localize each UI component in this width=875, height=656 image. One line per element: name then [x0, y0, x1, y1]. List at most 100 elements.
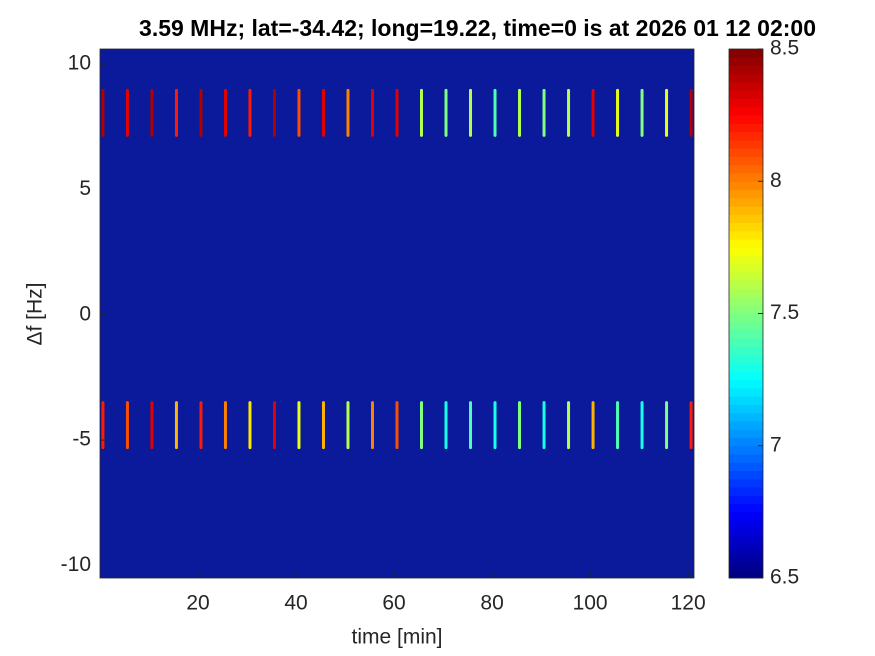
plot-background	[100, 49, 694, 578]
cell	[370, 401, 374, 450]
chart-title: 3.59 MHz; lat=-34.42; long=19.22, time=0…	[139, 15, 816, 41]
cell	[395, 88, 399, 137]
colorbar-step	[729, 313, 763, 323]
y-tick-label: -10	[61, 553, 91, 576]
colorbar-step	[729, 82, 763, 91]
cell	[297, 401, 301, 450]
colorbar-step	[729, 139, 763, 149]
y-tick-label: 0	[79, 302, 91, 325]
cell	[591, 401, 595, 450]
cell	[542, 88, 546, 137]
colorbar-step	[729, 520, 763, 529]
colorbar-tick-label: 6.5	[770, 566, 799, 589]
colorbar-step	[729, 106, 763, 116]
colorbar-step	[729, 437, 763, 447]
colorbar-step	[729, 305, 763, 314]
colorbar-step	[729, 470, 763, 480]
x-tick-label: 60	[382, 592, 405, 615]
colorbar-step	[729, 354, 763, 364]
colorbar-step	[729, 247, 763, 257]
cell	[321, 88, 325, 137]
cell	[469, 401, 473, 450]
cell	[150, 401, 154, 450]
cell	[223, 88, 227, 137]
cell	[248, 401, 252, 450]
colorbar-step	[729, 536, 763, 546]
colorbar-tick-label: 7.5	[770, 301, 799, 324]
cell	[272, 401, 276, 450]
x-tick-label: 80	[480, 592, 503, 615]
colorbar-step	[729, 263, 763, 273]
y-tick-label: -5	[72, 428, 91, 451]
colorbar-step	[729, 280, 763, 290]
cell	[346, 88, 350, 137]
colorbar-tick-label: 8	[770, 169, 782, 192]
colorbar-step	[729, 98, 763, 108]
cell	[101, 88, 105, 137]
colorbar-step	[729, 412, 763, 422]
x-tick-label: 120	[671, 592, 706, 615]
cell	[199, 88, 203, 137]
y-tick-label: 5	[79, 177, 91, 200]
cell	[248, 88, 252, 137]
cell	[272, 88, 276, 137]
cell	[346, 401, 350, 450]
cell	[665, 88, 669, 137]
colorbar-step	[729, 115, 763, 124]
cell	[616, 88, 620, 137]
y-axis-label: Δf [Hz]	[24, 282, 47, 345]
cell	[640, 401, 644, 450]
cell	[444, 88, 448, 137]
cell	[199, 401, 203, 450]
colorbar-step	[729, 445, 763, 455]
colorbar-step	[729, 330, 763, 339]
cell	[297, 88, 301, 137]
cell	[174, 401, 178, 450]
cell	[567, 88, 571, 137]
cell	[223, 401, 227, 450]
colorbar-step	[729, 569, 763, 579]
x-tick-label: 40	[284, 592, 307, 615]
colorbar-step	[729, 73, 763, 83]
cell	[125, 401, 129, 450]
colorbar-step	[729, 561, 763, 571]
colorbar-tick-label: 7	[770, 433, 782, 456]
colorbar-step	[729, 189, 763, 199]
cell	[689, 88, 693, 137]
x-axis-label: time [min]	[351, 626, 442, 649]
colorbar-step	[729, 544, 763, 554]
colorbar-step	[729, 206, 763, 215]
cell	[321, 401, 325, 450]
colorbar-step	[729, 511, 763, 521]
cell	[420, 401, 424, 450]
colorbar-step	[729, 429, 763, 438]
cell	[174, 88, 178, 137]
colorbar-step	[729, 65, 763, 75]
colorbar-step	[729, 49, 763, 58]
cell	[493, 88, 497, 137]
colorbar-step	[729, 396, 763, 405]
cell	[640, 88, 644, 137]
colorbar-step	[729, 503, 763, 513]
cell	[150, 88, 154, 137]
colorbar-step	[729, 379, 763, 389]
cell	[493, 401, 497, 450]
cell	[518, 401, 522, 450]
colorbar-step	[729, 371, 763, 381]
cell	[665, 401, 669, 450]
colorbar-step	[729, 478, 763, 488]
colorbar-step	[729, 197, 763, 207]
cell	[395, 401, 399, 450]
x-tick-label: 20	[186, 592, 209, 615]
colorbar-step	[729, 123, 763, 133]
colorbar-step	[729, 255, 763, 265]
colorbar-step	[729, 338, 763, 348]
colorbar-step	[729, 495, 763, 505]
cell	[125, 88, 129, 137]
cell	[370, 88, 374, 137]
cell	[689, 401, 693, 450]
colorbar-step	[729, 296, 763, 306]
cell	[518, 88, 522, 137]
colorbar-step	[729, 288, 763, 298]
colorbar-step	[729, 420, 763, 430]
